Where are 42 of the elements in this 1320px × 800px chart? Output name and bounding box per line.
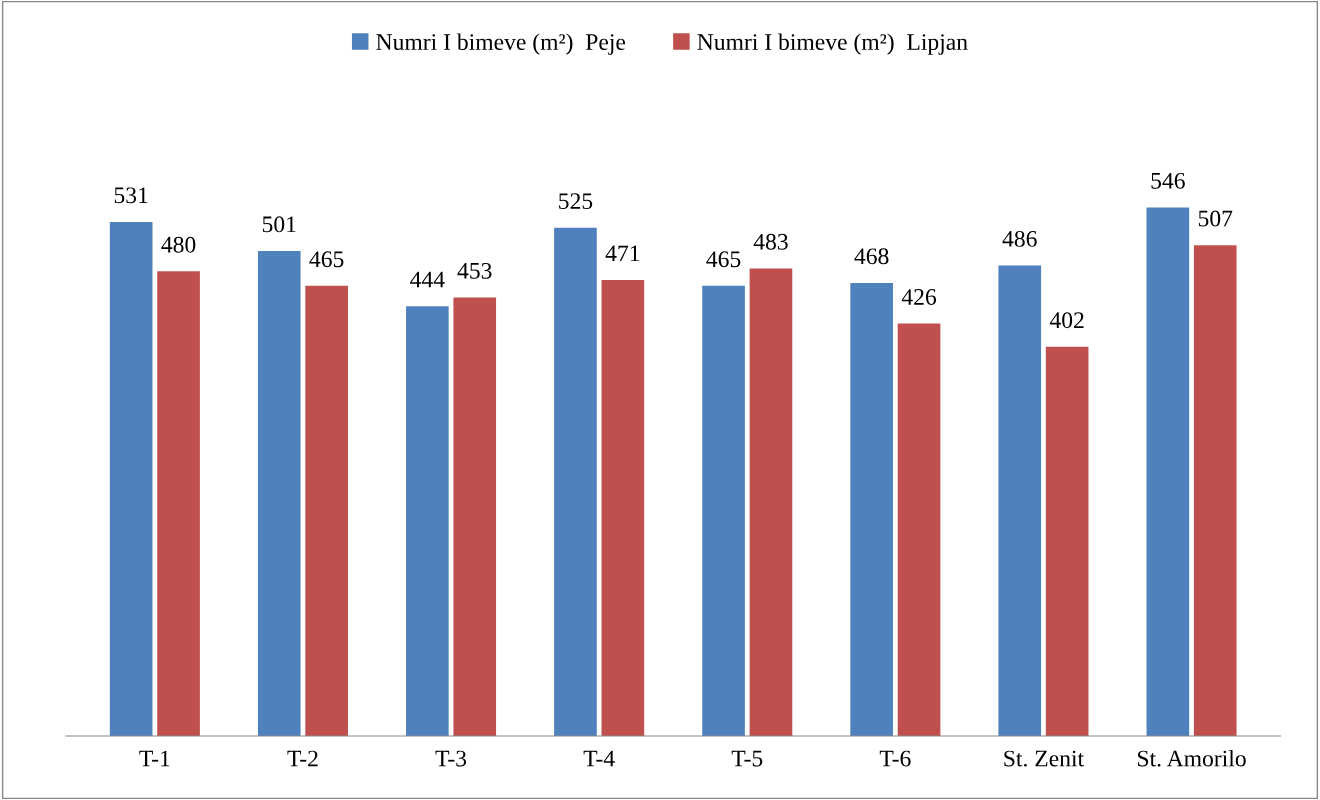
x-tick-label: St. Zenit	[1004, 750, 1084, 767]
bar	[601, 280, 645, 736]
x-tick-label: T-1	[139, 750, 170, 767]
bar	[554, 227, 597, 736]
bar	[702, 285, 745, 736]
x-tick-label: T-3	[435, 750, 467, 767]
bar	[1193, 245, 1237, 736]
data-label: 453	[457, 262, 492, 279]
data-label: 531	[114, 187, 148, 204]
x-tick-label: T-5	[731, 750, 763, 767]
x-tick-label: St. Amorilo	[1138, 749, 1246, 767]
x-tick-label: T-4	[583, 750, 615, 767]
bar	[453, 297, 497, 736]
bar	[257, 250, 301, 736]
bar	[897, 323, 941, 736]
data-label: 546	[1151, 172, 1185, 189]
bar	[749, 268, 793, 736]
bar	[998, 265, 1042, 736]
bar	[305, 285, 348, 736]
data-label: 507	[1198, 210, 1233, 227]
legend-label: Numri I bimeve (m²) Lipjan	[697, 33, 968, 55]
data-label: 501	[262, 216, 296, 233]
data-label: 402	[1049, 312, 1084, 329]
legend-label: Numri I bimeve (m²) Peje	[376, 33, 626, 55]
data-label: 471	[605, 245, 640, 262]
data-label: 465	[706, 251, 741, 268]
data-label: 468	[854, 248, 889, 265]
data-label: 483	[753, 233, 788, 250]
bar	[1146, 207, 1190, 736]
bar	[850, 282, 893, 736]
bar	[157, 271, 200, 736]
data-label: 444	[410, 271, 445, 288]
bar	[406, 306, 449, 736]
data-label: 525	[559, 193, 593, 210]
x-tick-label: T-6	[879, 750, 911, 767]
data-label: 480	[161, 236, 196, 253]
data-label: 465	[309, 251, 344, 268]
data-label: 426	[901, 289, 937, 305]
x-tick-label: T-2	[287, 750, 318, 767]
data-label: 486	[1002, 230, 1037, 247]
bar	[1045, 346, 1089, 736]
bar	[109, 221, 153, 736]
